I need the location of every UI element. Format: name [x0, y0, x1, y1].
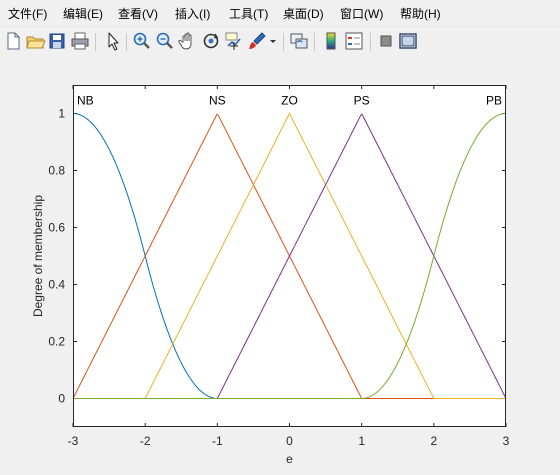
menu-insert[interactable]: 插入(I)	[175, 7, 211, 21]
menu-bar: 文件(F) 编辑(E) 查看(V) 插入(I) 工具(T) 桌面(D) 窗口(W…	[0, 0, 560, 26]
mf-labels: NB NS ZO PS PB	[77, 94, 502, 108]
y-tick-label: 0.6	[48, 221, 65, 235]
pan-hand-icon[interactable]	[177, 30, 199, 52]
mf-label-zo: ZO	[281, 94, 298, 108]
menu-window[interactable]: 窗口(W)	[340, 7, 384, 21]
y-tick-label: 0.2	[48, 335, 65, 349]
colorbar-icon[interactable]	[320, 30, 342, 52]
figure-area: -3 -2 -1 0 1 2 3 0 0.2 0.4 0.6 0.8 1 NB NS ZO PS PB e De…	[0, 55, 560, 475]
save-icon[interactable]	[46, 30, 68, 52]
pointer-icon[interactable]	[101, 30, 123, 52]
toolbar	[0, 26, 560, 56]
menu-desktop[interactable]: 桌面(D)	[283, 7, 324, 21]
menu-view[interactable]: 查看(V)	[118, 7, 158, 21]
menu-edit[interactable]: 编辑(E)	[63, 7, 103, 21]
x-tick-label: 0	[286, 434, 293, 448]
data-cursor-icon[interactable]	[223, 30, 245, 52]
hide-plot-tools-icon[interactable]	[375, 30, 397, 52]
rotate-3d-icon[interactable]	[200, 30, 222, 52]
zoom-in-icon[interactable]	[131, 30, 153, 52]
link-plot-icon[interactable]	[288, 30, 310, 52]
menu-help[interactable]: 帮助(H)	[400, 7, 441, 21]
legend-icon[interactable]	[343, 30, 365, 52]
print-icon[interactable]	[69, 30, 91, 52]
mf-label-pb: PB	[486, 94, 502, 108]
x-tick-label: -1	[212, 434, 223, 448]
x-tick-label: 2	[430, 434, 437, 448]
y-tick-label: 0.8	[48, 164, 65, 178]
x-tick-label: -3	[68, 434, 79, 448]
x-tick-label: -2	[140, 434, 151, 448]
y-axis-label: Degree of membership	[31, 195, 45, 317]
mf-label-nb: NB	[77, 94, 94, 108]
membership-function-chart: -3 -2 -1 0 1 2 3 0 0.2 0.4 0.6 0.8 1 NB NS ZO PS PB e De…	[31, 85, 510, 466]
y-tick-label: 0	[58, 392, 65, 406]
mf-label-ps: PS	[354, 94, 370, 108]
x-tick-label: 3	[503, 434, 510, 448]
toolbar-separator	[126, 33, 127, 51]
open-folder-icon[interactable]	[24, 30, 46, 52]
menu-file[interactable]: 文件(F)	[8, 7, 48, 21]
menu-tools[interactable]: 工具(T)	[229, 7, 269, 21]
axes-ticks: -3 -2 -1 0 1 2 3 0 0.2 0.4 0.6 0.8 1	[48, 85, 510, 448]
brush-icon[interactable]	[246, 30, 268, 52]
toolbar-separator	[283, 33, 284, 51]
y-tick-label: 0.4	[48, 278, 65, 292]
toolbar-separator	[95, 33, 96, 51]
x-tick-label: 1	[358, 434, 365, 448]
plot-curves	[72, 112, 507, 399]
zoom-out-icon[interactable]	[154, 30, 176, 52]
mf-label-ns: NS	[209, 94, 226, 108]
y-tick-label: 1	[58, 107, 65, 121]
mf-curve-pb	[73, 113, 507, 399]
new-file-icon[interactable]	[2, 30, 24, 52]
chevron-down-icon[interactable]	[268, 30, 278, 52]
toolbar-separator	[314, 33, 315, 51]
toolbar-separator	[370, 33, 371, 51]
show-plot-tools-icon[interactable]	[397, 30, 419, 52]
axes-box	[73, 85, 506, 427]
x-axis-label: e	[286, 452, 293, 466]
